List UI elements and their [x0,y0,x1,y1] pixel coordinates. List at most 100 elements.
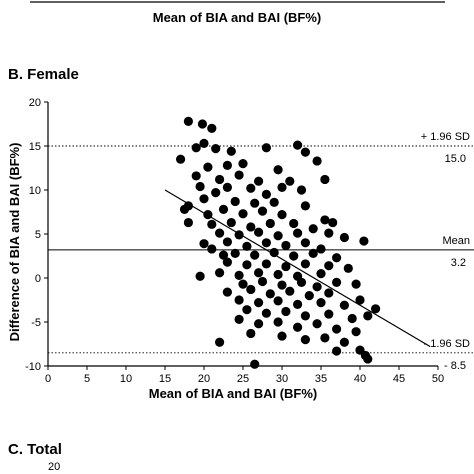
data-point [300,259,310,269]
data-point [359,236,369,246]
y-axis-title: Difference of BIA and BAI (BF%) [7,143,22,342]
data-point [273,231,283,241]
reference-line-value: 15.0 [445,153,466,165]
data-point [183,217,193,228]
data-point [300,201,310,211]
data-point [261,308,271,318]
reference-line-label: - 1.96 SD [424,338,471,350]
panel-c-title: C. Total [8,441,62,458]
data-point [238,209,248,219]
data-point [222,160,232,170]
data-point [343,263,353,273]
data-point [296,277,307,287]
data-point [234,270,244,280]
data-point [277,331,287,341]
data-point [339,337,349,347]
reference-line-label: Mean [442,235,470,247]
data-point [320,174,330,185]
data-point [281,261,291,272]
data-point [199,239,209,249]
data-point [324,309,334,319]
data-point [347,313,357,324]
data-point [250,250,260,260]
top-chart-xaxis-title: Mean of BIA and BAI (BF%) [152,10,322,25]
x-tick-label: 40 [354,373,366,385]
data-point [234,314,244,324]
data-point [238,159,248,169]
data-point [203,162,213,172]
data-point [254,319,264,329]
data-point [199,194,209,204]
data-point [207,244,217,254]
data-point [226,217,236,228]
y-tick-label: -10 [25,361,41,373]
data-point [320,333,330,343]
data-point [254,176,264,186]
data-point [257,206,268,216]
data-point [339,300,349,310]
data-point [371,304,381,314]
data-point [215,174,225,185]
x-tick-label: 45 [393,373,405,385]
data-point [316,244,326,254]
data-point [211,188,221,198]
data-point [273,296,283,306]
data-point [254,227,264,237]
y-tick-label: 20 [29,97,41,109]
data-point [246,222,256,232]
data-point [191,171,201,181]
data-point [230,196,240,207]
data-point [312,319,322,329]
x-tick-label: 15 [159,373,171,385]
data-point [191,143,201,153]
reference-line-label: + 1.96 SD [421,131,470,143]
data-point [176,154,186,164]
data-point [199,138,209,148]
data-point [312,282,322,292]
data-point [261,189,271,199]
data-point [293,228,303,238]
x-tick-label: 20 [198,373,210,385]
x-tick-label: 10 [120,373,132,385]
data-point [246,183,256,193]
data-point [222,257,232,267]
x-tick-label: 0 [45,373,51,385]
data-point [238,279,248,289]
data-point [293,322,303,332]
data-point [308,224,318,234]
y-tick-label: 10 [29,185,41,197]
data-point [308,248,318,258]
data-point [277,182,287,192]
data-point [332,346,342,356]
data-point [296,185,307,195]
data-point [300,335,310,345]
data-point [234,295,244,305]
data-point [195,271,205,281]
data-point [339,232,349,243]
data-point [207,219,217,229]
panel-c-partial-tick: 20 [48,461,60,473]
data-point [281,306,291,317]
data-point [360,350,371,361]
data-point [265,218,275,229]
data-point [351,327,361,337]
reference-line-value: 3.2 [451,257,466,269]
data-point [230,248,240,258]
data-point [261,259,271,269]
data-point [215,337,225,347]
data-point [254,298,264,308]
data-point [277,280,287,290]
data-point [242,305,252,315]
data-point [250,359,260,369]
data-point [222,237,232,247]
x-tick-label: 25 [237,373,249,385]
data-point [195,181,205,192]
data-point [351,279,361,289]
data-point [222,182,232,192]
data-point [300,147,310,157]
data-point [328,217,338,228]
data-point [332,253,342,263]
data-point [312,156,322,166]
data-point [289,218,299,229]
